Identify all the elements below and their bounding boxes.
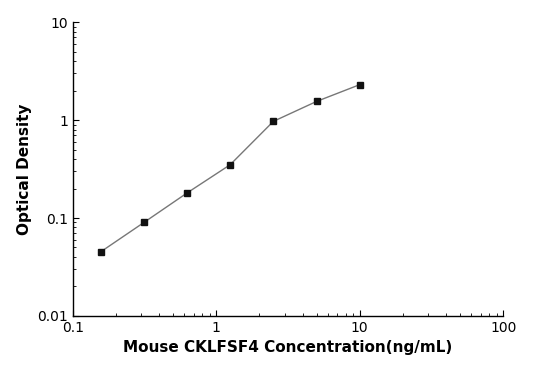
Y-axis label: Optical Density: Optical Density	[17, 103, 31, 235]
X-axis label: Mouse CKLFSF4 Concentration(ng/mL): Mouse CKLFSF4 Concentration(ng/mL)	[123, 340, 453, 355]
